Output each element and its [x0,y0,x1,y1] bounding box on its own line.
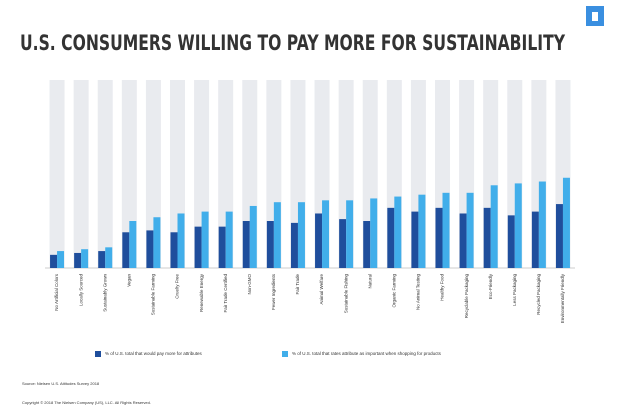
bar [201,211,209,268]
bar [370,198,378,268]
bar [74,252,82,268]
chart-title: U.S. CONSUMERS WILLING TO PAY MORE FOR S… [20,31,566,55]
bar [177,213,185,268]
bar [483,207,491,268]
bar [129,221,137,268]
bar [507,215,515,268]
bar [387,207,395,268]
bar [249,205,257,268]
bar [363,221,371,268]
bar [538,181,546,268]
bar [266,221,274,268]
column-background [49,80,65,268]
x-tick-label: Cruelty Free [175,274,180,299]
bar [322,200,330,268]
source: Source: Nielsen U.S. Attitudes Survey 20… [22,381,100,386]
x-tick-label: No Animal Testing [416,274,421,310]
bar [531,211,539,268]
x-tick-label: Environmentally Friendly [560,273,565,323]
x-tick-label: Organic Farming [392,274,397,308]
bar [170,232,178,268]
x-tick-label: Vegan [127,274,132,287]
column-background [97,80,113,268]
copyright: Copyright © 2018 The Nielsen Company (US… [22,400,151,405]
legend-swatch [282,351,288,357]
bar [459,213,467,268]
bar [98,251,106,268]
x-tick-label: Sustainably Grown [102,274,107,312]
x-tick-label: Eco-Friendly [488,273,493,299]
bar [297,202,305,268]
bar [555,204,563,268]
bar [490,185,498,268]
bar [273,202,281,268]
bar [81,249,89,268]
bar [57,251,65,268]
bar [50,254,58,268]
x-tick-label: Natural [367,274,372,289]
bar [418,194,426,268]
bar [242,221,250,268]
x-tick-label: Fair Trade Certified [223,274,228,313]
x-tick-label: Less Packaging [512,274,517,306]
bar [122,232,130,268]
logo-mark [592,12,598,21]
x-tick-label: Recyclable Packaging [464,274,469,319]
bar [466,192,474,268]
x-tick-label: No Artificial Colors [54,273,59,311]
bar [346,200,354,268]
bar [562,177,570,268]
column-background [73,80,89,268]
x-tick-label: Recycled Packaging [536,274,541,315]
x-tick-label: Fair Trade [295,274,300,295]
bar [290,222,298,268]
bar [153,217,161,268]
x-tick-label: Renewable Energy [199,273,204,312]
bar [146,230,154,268]
x-tick-label: Animal Welfare [319,274,324,305]
x-tick-label: Sustainable Farming [151,274,156,316]
x-tick-label: Locally Sourced [78,274,83,307]
bar [225,211,233,268]
bar [442,192,450,268]
bar [315,213,323,268]
legend-label: % of U.S. total that rates attribute as … [292,351,442,356]
x-tick-label: Sustainable Fishing [343,274,348,314]
bar [339,219,347,268]
legend-swatch [95,351,101,357]
x-tick-label: Healthy Food [440,274,445,301]
bar [514,183,522,268]
x-tick-label: Fewer Ingredients [271,273,276,310]
bar [194,226,202,268]
bar [411,211,419,268]
bar [105,247,113,268]
bar [435,207,443,268]
x-tick-label: Non-GMO [247,274,252,295]
bar [394,196,402,268]
bar [218,226,226,268]
legend-label: % of U.S. total that would pay more for … [105,351,203,356]
